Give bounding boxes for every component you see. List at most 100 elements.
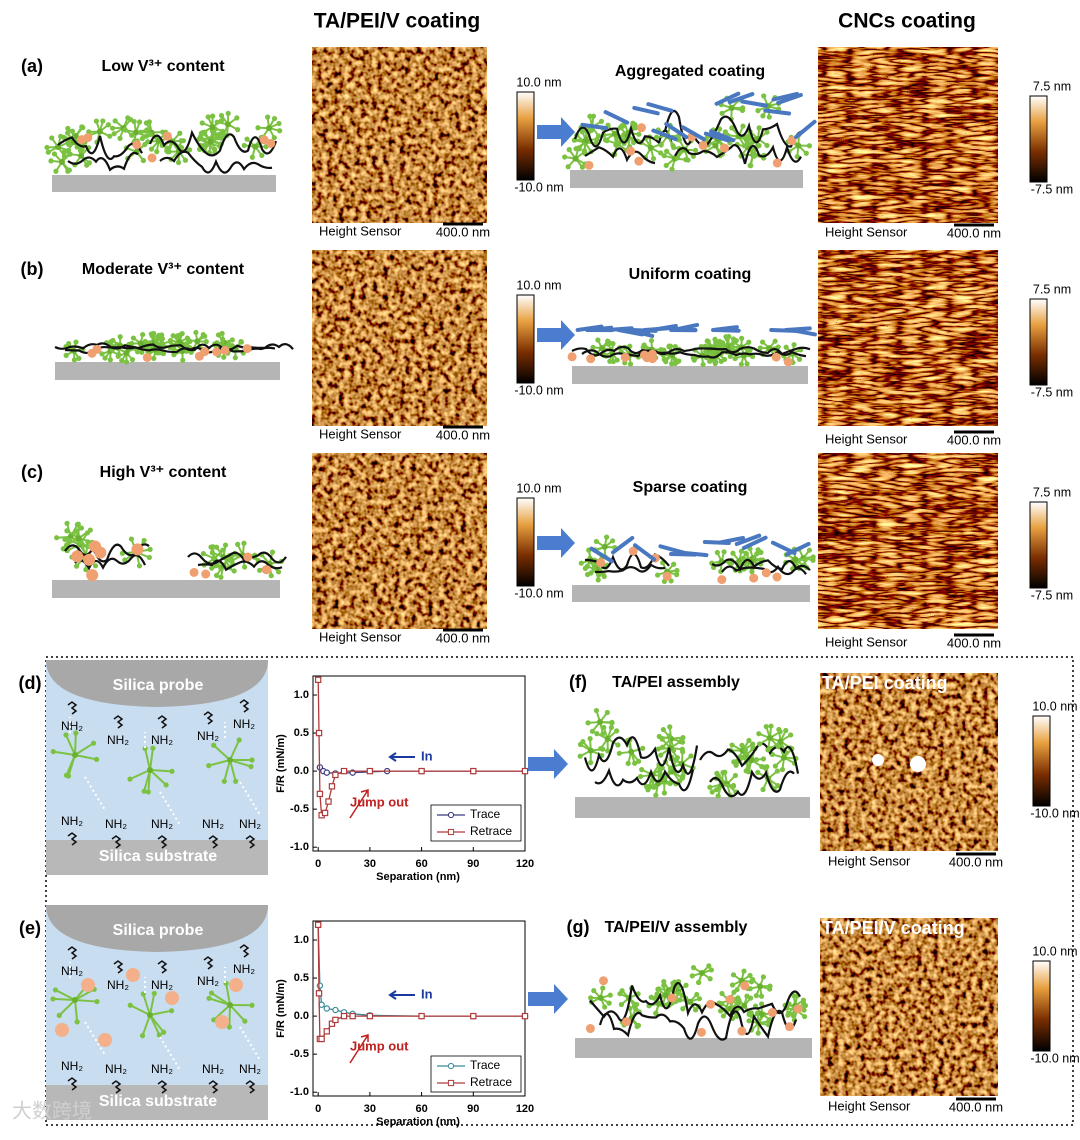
flower-tip bbox=[600, 731, 605, 736]
scale-label: 400.0 nm bbox=[947, 225, 1001, 240]
flower-tip bbox=[608, 993, 613, 998]
image-title: TA/PEI coating bbox=[822, 673, 948, 693]
flower-tip bbox=[746, 1018, 751, 1023]
flower-tip bbox=[740, 124, 745, 129]
flower-tip bbox=[577, 146, 582, 151]
legend-label: Trace bbox=[470, 807, 501, 821]
flower-tip bbox=[730, 551, 735, 556]
flower-tip bbox=[53, 169, 58, 174]
point bbox=[333, 1017, 338, 1022]
vanadium bbox=[568, 352, 577, 361]
particle bbox=[872, 754, 884, 766]
flower-tip bbox=[667, 724, 672, 729]
flower-tip bbox=[154, 149, 159, 154]
flower-tip bbox=[151, 331, 156, 336]
image-title: TA/PEI/V coating bbox=[822, 918, 965, 938]
flower-tip bbox=[84, 163, 89, 168]
flower-tip bbox=[755, 770, 760, 775]
result-title: Sparse coating bbox=[633, 479, 748, 496]
flower-tip bbox=[607, 340, 612, 345]
flower-core bbox=[147, 1012, 153, 1018]
vanadium bbox=[599, 976, 608, 985]
vanadium bbox=[737, 1027, 746, 1036]
flower-tip bbox=[53, 987, 58, 992]
flower-tip bbox=[160, 336, 165, 341]
afm-image bbox=[312, 453, 487, 629]
x-axis-label: Separation (nm) bbox=[376, 871, 460, 883]
flower-tip bbox=[729, 742, 734, 747]
flower-tip bbox=[588, 995, 593, 1000]
flower-tip bbox=[719, 111, 724, 116]
colorbar-max: 10.0 nm bbox=[516, 481, 561, 495]
flower-tip bbox=[220, 129, 225, 134]
flower-tip bbox=[235, 542, 240, 547]
legend-marker bbox=[448, 1080, 453, 1085]
amine-label: NH₂ bbox=[239, 817, 261, 831]
flower-core bbox=[76, 535, 82, 541]
flower-tip bbox=[743, 551, 748, 556]
colorbar-max: 7.5 nm bbox=[1033, 79, 1071, 93]
vanadium bbox=[215, 1015, 229, 1029]
flower-tip bbox=[804, 151, 809, 156]
vanadium bbox=[717, 575, 726, 584]
flower-tip bbox=[242, 564, 247, 569]
flower-core bbox=[583, 137, 589, 143]
flower-tip bbox=[791, 342, 796, 347]
flower-tip bbox=[265, 115, 270, 120]
flower-tip bbox=[181, 138, 186, 143]
y-tick-label: -0.5 bbox=[290, 1048, 309, 1060]
flower-tip bbox=[168, 338, 173, 343]
point bbox=[329, 784, 334, 789]
assembly-title: TA/PEI/V assembly bbox=[605, 919, 748, 936]
flower-tip bbox=[67, 152, 72, 157]
probe-label: Silica probe bbox=[113, 922, 204, 939]
flower-tip bbox=[761, 93, 766, 98]
y-tick-label: 0.5 bbox=[294, 972, 309, 984]
flower-tip bbox=[746, 340, 751, 345]
flower-tip bbox=[147, 119, 152, 124]
flower-tip bbox=[710, 789, 715, 794]
point bbox=[322, 810, 327, 815]
vanadium bbox=[200, 347, 209, 356]
flower-tip bbox=[219, 113, 224, 118]
flower-tip bbox=[152, 991, 157, 996]
colorbar-max: 10.0 nm bbox=[1032, 699, 1077, 713]
vanadium bbox=[768, 1008, 777, 1017]
point bbox=[367, 1014, 372, 1019]
vanadium bbox=[126, 968, 140, 982]
vanadium bbox=[229, 978, 243, 992]
flower-tip bbox=[751, 154, 756, 159]
legend-marker bbox=[448, 1063, 453, 1068]
amine-label: NH₂ bbox=[197, 729, 219, 743]
flower-tip bbox=[745, 138, 750, 143]
flower-tip bbox=[148, 547, 153, 552]
flower-tip bbox=[72, 357, 77, 362]
flower-tip bbox=[723, 129, 728, 134]
flower-tip bbox=[233, 355, 238, 360]
flower-tip bbox=[113, 118, 118, 123]
flower-tip bbox=[688, 753, 693, 758]
flower-tip bbox=[244, 137, 249, 142]
flower-tip bbox=[57, 1013, 62, 1018]
flower-tip bbox=[206, 996, 211, 1001]
flower-tip bbox=[233, 779, 238, 784]
flower-tip bbox=[579, 561, 584, 566]
amine-label: NH₂ bbox=[233, 717, 255, 731]
flower-tip bbox=[215, 134, 220, 139]
flower-tip bbox=[760, 787, 765, 792]
vanadium bbox=[220, 346, 229, 355]
x-tick-label: 0 bbox=[315, 858, 321, 870]
vanadium bbox=[586, 1024, 595, 1033]
afm-image bbox=[312, 47, 487, 223]
flower-tip bbox=[65, 169, 70, 174]
flower-tip bbox=[740, 105, 745, 110]
flower-core bbox=[792, 556, 798, 562]
flower-tip bbox=[202, 334, 207, 339]
vanadium bbox=[772, 353, 781, 362]
flower-core bbox=[252, 144, 258, 150]
flower-tip bbox=[619, 1002, 624, 1007]
panel-label: (e) bbox=[19, 918, 41, 938]
y-tick-label: 1.0 bbox=[294, 934, 309, 946]
flower-tip bbox=[748, 163, 753, 168]
flower-tip bbox=[132, 119, 137, 124]
